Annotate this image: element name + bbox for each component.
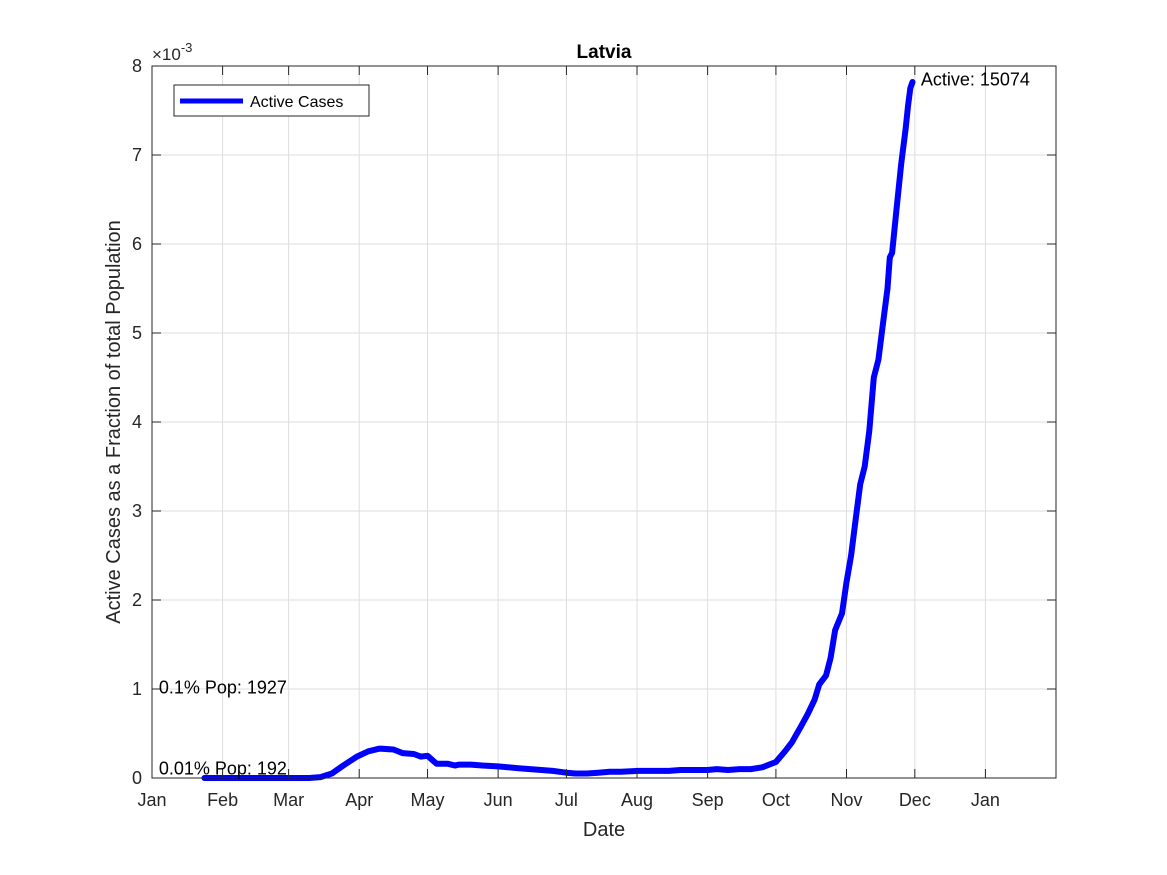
tick-marks [151,65,1056,779]
y-exponent-power: -3 [181,40,193,55]
x-tick-labels: Jan Feb Mar Apr May Jun Jul Aug Sep Oct Nov Dec Jan [137,790,999,810]
annotation-label: 0.1% Pop: 1927 [159,677,287,697]
annotation-label: Active: 15074 [921,69,1030,89]
x-tick-label: Feb [207,790,238,810]
x-tick-label: Nov [831,790,863,810]
x-tick-label: Sep [692,790,724,810]
y-tick-label: 1 [132,679,142,699]
x-tick-label: Jun [484,790,513,810]
annotation-label: 0.01% Pop: 192 [159,758,287,778]
grid-lines [151,65,1056,779]
x-tick-label: Mar [273,790,304,810]
y-axis-title: Active Cases as a Fraction of total Popu… [103,220,125,624]
y-exponent-base: ×10 [152,45,181,64]
x-axis-title: Date [583,819,625,841]
x-tick-label: Dec [899,790,931,810]
y-tick-label: 2 [132,590,142,610]
y-tick-label: 4 [132,412,142,432]
y-tick-label: 6 [132,234,142,254]
x-tick-label: May [411,790,445,810]
x-tick-label: Jan [971,790,1000,810]
y-tick-labels: 0 1 2 3 4 5 6 7 8 [132,56,142,788]
x-tick-label: Oct [762,790,790,810]
x-tick-label: Jul [555,790,578,810]
y-tick-label: 3 [132,501,142,521]
legend-label: Active Cases [250,94,343,111]
chart-title: Latvia [577,42,632,63]
y-tick-label: 8 [132,56,142,76]
x-tick-label: Apr [345,790,373,810]
y-tick-label: 0 [132,768,142,788]
x-tick-label: Jan [137,790,166,810]
series-layer [201,79,916,781]
y-tick-label: 7 [132,145,142,165]
x-tick-label: Aug [621,790,653,810]
series-line-active-cases [201,79,916,781]
y-tick-label: 5 [132,323,142,343]
legend: Active Cases [173,84,370,117]
y-exponent-label: ×10-3 [152,40,192,64]
annotations: Active: 15074 0.1% Pop: 1927 0.01% Pop: 19… [159,69,1030,778]
